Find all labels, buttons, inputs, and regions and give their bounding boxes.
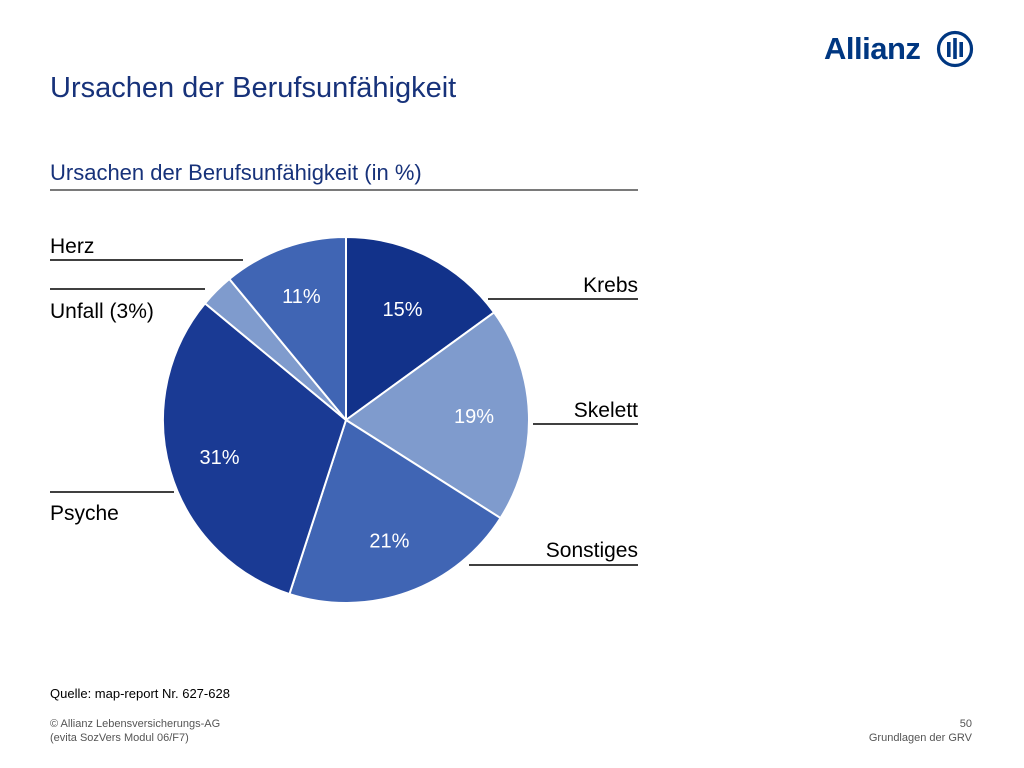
page-title: Ursachen der Berufsunfähigkeit [50, 72, 457, 104]
pie-slice-sonstiges [288, 419, 502, 604]
category-label-psyche: Psyche [50, 502, 119, 525]
category-label-unfall: Unfall (3%) [50, 300, 154, 323]
footer-section: Grundlagen der GRV [868, 732, 972, 744]
allianz-eagle-icon [936, 30, 974, 68]
slice-value-label-herz: 11% [282, 286, 321, 308]
pie-slice-skelett [345, 311, 530, 520]
pie-slice-herz [228, 236, 347, 421]
category-label-krebs: Krebs [583, 274, 638, 297]
allianz-wordmark: Allianz [824, 31, 921, 66]
chart-title: Ursachen der Berufsunfähigkeit (in %) [50, 160, 422, 185]
footer-module: (evita SozVers Modul 06/F7) [50, 732, 189, 744]
pie-slice-psyche [162, 302, 347, 596]
footer-page-number: 50 [959, 718, 972, 730]
slice-value-label-skelett: 19% [454, 406, 494, 428]
pie-slice-krebs [345, 236, 496, 421]
source-note: Quelle: map-report Nr. 627-628 [50, 686, 230, 701]
allianz-logo: Allianz [824, 30, 976, 70]
category-label-herz: Herz [50, 235, 94, 258]
slice-value-label-psyche: 31% [199, 447, 239, 469]
footer-copyright: © Allianz Lebensversicherungs-AG [50, 718, 221, 730]
slice-value-label-krebs: 15% [382, 299, 422, 321]
slice-value-label-sonstiges: 21% [369, 531, 409, 553]
category-label-sonstiges: Sonstiges [546, 539, 638, 562]
category-label-skelett: Skelett [574, 399, 638, 422]
